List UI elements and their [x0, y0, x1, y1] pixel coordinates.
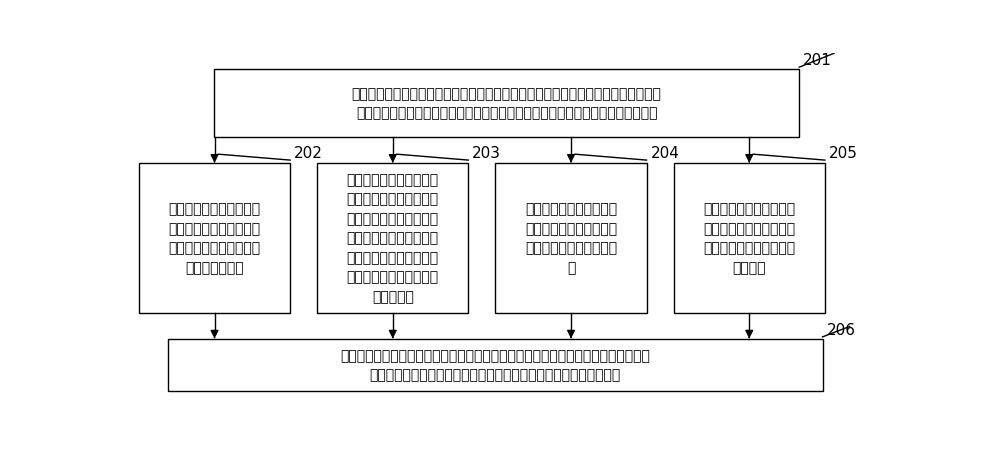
Text: 204: 204	[650, 146, 679, 161]
Text: 205: 205	[829, 146, 858, 161]
Text: 根据加速度计测量的三轴
加速度数据进行建模，建
立可移动物体的横滚角约
束和俯仰角约束: 根据加速度计测量的三轴 加速度数据进行建模，建 立可移动物体的横滚角约 束和俯仰…	[168, 202, 261, 274]
Text: 206: 206	[826, 322, 855, 337]
Text: 202: 202	[294, 146, 323, 161]
Text: 实时获得加速度计测量的三轴加速度数据、陀螺仪测量的三轴角速度数据、轮速计测
量的可移动物体轮速数据、激光雷达测量的点云数据和气压计测量的高度观测数据: 实时获得加速度计测量的三轴加速度数据、陀螺仪测量的三轴角速度数据、轮速计测 量的…	[352, 87, 662, 120]
Text: 201: 201	[803, 53, 832, 68]
Bar	[139, 164, 290, 313]
Bar	[674, 164, 825, 313]
Text: 203: 203	[472, 146, 501, 161]
Bar	[214, 70, 799, 138]
Text: 根据气压计测量的高度观
测数据进行建模，建立可
移动物体的高度位置的气
压计约束: 根据气压计测量的高度观 测数据进行建模，建立可 移动物体的高度位置的气 压计约束	[703, 202, 795, 274]
Text: 对所述横滚角约束、俯仰角约束、阿克曼模型约束、激光雷达位姿约束和气压计约束
采用非线性优化方法进行联合优化求解，确定可移动物体的位姿结果: 对所述横滚角约束、俯仰角约束、阿克曼模型约束、激光雷达位姿约束和气压计约束 采用…	[340, 348, 650, 382]
Bar	[168, 339, 822, 391]
Text: 根据陀螺仪测量的三轴角
速度数据和轮速计测量的
可移动物体轮速数据，采
用阿克曼模型进行运动学
建模，建立可移动物体的
水平位置和偏航角的阿克
曼模型约束: 根据陀螺仪测量的三轴角 速度数据和轮速计测量的 可移动物体轮速数据，采 用阿克曼…	[347, 173, 439, 304]
Bar	[317, 164, 468, 313]
Text: 根据激光雷达测量的点云
数据进行建模，建立可移
动物体的激光雷达位姿约
束: 根据激光雷达测量的点云 数据进行建模，建立可移 动物体的激光雷达位姿约 束	[525, 202, 617, 274]
Bar	[495, 164, 647, 313]
